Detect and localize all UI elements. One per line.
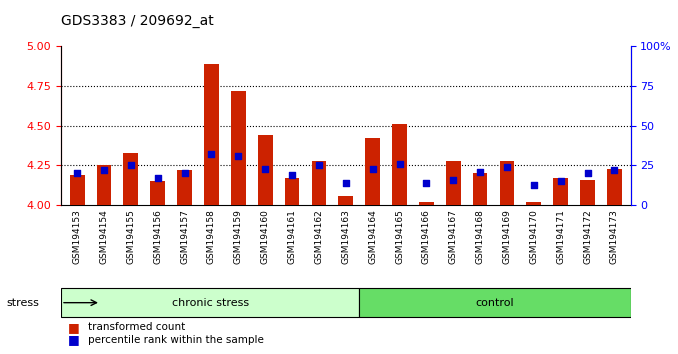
Bar [500,161,515,205]
Point [582,171,593,176]
Point [555,178,566,184]
Text: GSM194164: GSM194164 [368,209,377,264]
Bar [580,180,595,205]
Point [153,175,163,181]
Bar [123,153,138,205]
Text: stress: stress [7,298,39,308]
Point [287,172,298,178]
Text: chronic stress: chronic stress [172,298,249,308]
Text: GSM194154: GSM194154 [100,209,108,264]
Bar [311,161,326,205]
Text: GSM194155: GSM194155 [126,209,136,264]
Text: GSM194170: GSM194170 [530,209,538,264]
Point [313,162,324,168]
Point [528,182,539,188]
Text: GSM194153: GSM194153 [73,209,81,264]
Text: GSM194168: GSM194168 [475,209,485,264]
Point [394,161,405,167]
Point [340,180,351,186]
Text: GSM194163: GSM194163 [341,209,351,264]
Bar [338,196,353,205]
Text: GSM194157: GSM194157 [180,209,189,264]
Bar [365,138,380,205]
Text: GSM194173: GSM194173 [610,209,619,264]
Text: GSM194167: GSM194167 [449,209,458,264]
Point [72,171,83,176]
Bar [392,124,407,205]
Bar [607,169,622,205]
Text: control: control [475,298,514,308]
Text: ■: ■ [68,321,79,334]
Point [367,166,378,171]
Bar [177,170,192,205]
Text: GSM194159: GSM194159 [234,209,243,264]
Text: GSM194156: GSM194156 [153,209,162,264]
Bar [61,288,359,317]
Text: GSM194158: GSM194158 [207,209,216,264]
Bar [231,91,245,205]
Bar [553,178,568,205]
Point [421,180,432,186]
Bar [96,166,111,205]
Bar [258,135,273,205]
Point [447,177,458,183]
Bar [151,181,165,205]
Bar [204,64,219,205]
Text: GSM194160: GSM194160 [260,209,270,264]
Text: GSM194171: GSM194171 [556,209,565,264]
Point [609,167,620,173]
Bar [446,161,460,205]
Text: GSM194169: GSM194169 [502,209,511,264]
Bar [526,202,541,205]
Point [475,169,485,175]
Point [502,164,513,170]
Point [206,152,217,157]
Text: GSM194161: GSM194161 [287,209,296,264]
Bar [473,173,487,205]
Text: percentile rank within the sample: percentile rank within the sample [88,335,264,345]
Point [125,162,136,168]
Bar [285,178,300,205]
Text: GSM194166: GSM194166 [422,209,431,264]
Text: transformed count: transformed count [88,322,185,332]
Bar [70,175,85,205]
Text: GDS3383 / 209692_at: GDS3383 / 209692_at [61,14,214,28]
Text: GSM194172: GSM194172 [583,209,592,264]
Text: GSM194162: GSM194162 [315,209,323,264]
Point [98,167,109,173]
Point [233,153,244,159]
Text: ■: ■ [68,333,79,346]
Bar [419,202,434,205]
Bar [359,288,631,317]
Point [179,171,190,176]
Text: GSM194165: GSM194165 [395,209,404,264]
Point [260,166,271,171]
